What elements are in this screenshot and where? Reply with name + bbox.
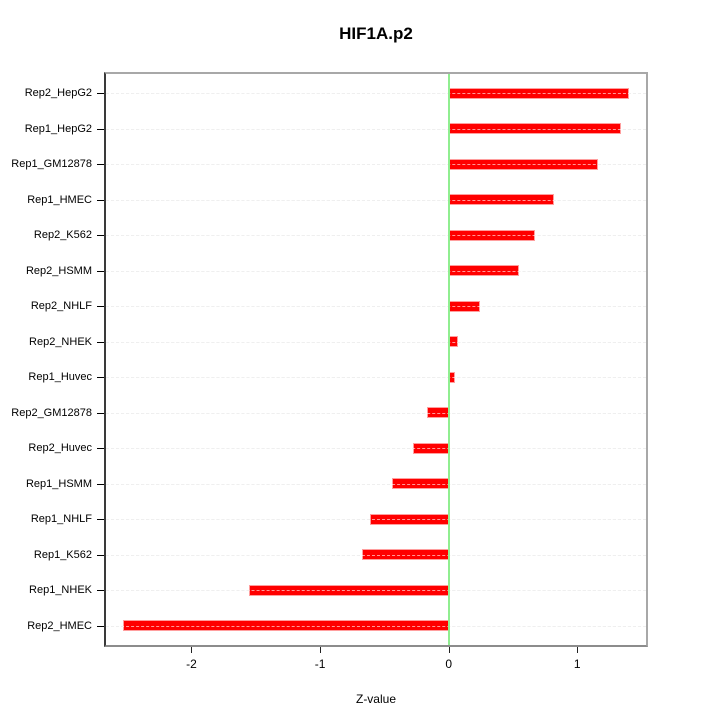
category-label-Rep2_HMEC: Rep2_HMEC xyxy=(27,619,92,632)
y-tick xyxy=(97,377,104,378)
gridline-overlay xyxy=(106,306,646,307)
y-tick xyxy=(97,164,104,165)
y-tick xyxy=(97,519,104,520)
category-label-Rep1_NHLF: Rep1_NHLF xyxy=(30,513,92,525)
gridline-overlay xyxy=(106,554,646,556)
y-tick xyxy=(97,199,104,201)
gridline-overlay xyxy=(106,235,646,236)
y-tick xyxy=(97,128,104,130)
gridline-overlay xyxy=(106,590,646,591)
category-label-Rep2_HepG2: Rep2_HepG2 xyxy=(24,87,92,99)
category-label-Rep2_HSMM: Rep2_HSMM xyxy=(25,264,92,277)
gridline-overlay xyxy=(106,412,646,414)
x-tick xyxy=(577,647,579,653)
x-tick xyxy=(320,647,322,653)
y-tick xyxy=(97,590,104,591)
y-tick xyxy=(97,448,104,449)
x-tick-label: -1 xyxy=(314,657,326,671)
chart-title: HIF1A.p2 xyxy=(339,24,413,43)
category-label-Rep1_Huvec: Rep1_Huvec xyxy=(28,371,92,383)
x-tick-label: -2 xyxy=(186,657,197,671)
y-tick xyxy=(97,341,104,343)
category-label-Rep2_GM12878: Rep2_GM12878 xyxy=(11,406,92,419)
category-label-Rep1_HSMM: Rep1_HSMM xyxy=(25,477,92,490)
category-label-Rep1_HMEC: Rep1_HMEC xyxy=(27,193,92,206)
gridline-overlay xyxy=(106,377,646,378)
gridline-overlay xyxy=(106,199,646,201)
x-tick-label: 1 xyxy=(573,657,581,671)
x-axis-title: Z-value xyxy=(355,692,396,706)
y-tick xyxy=(97,270,104,272)
gridline-overlay xyxy=(106,93,646,94)
gridline-overlay xyxy=(106,270,646,272)
y-tick xyxy=(97,554,104,556)
zero-reference-line xyxy=(447,74,450,645)
gridline-overlay xyxy=(106,625,646,627)
plot-area xyxy=(104,72,648,647)
category-label-Rep1_NHEK: Rep1_NHEK xyxy=(29,584,92,596)
category-label-Rep2_NHLF: Rep2_NHLF xyxy=(30,300,92,312)
gridline-overlay xyxy=(106,483,646,485)
category-label-Rep1_K562: Rep1_K562 xyxy=(33,548,92,561)
gridline-overlay xyxy=(106,519,646,520)
category-label-Rep1_HepG2: Rep1_HepG2 xyxy=(24,122,92,135)
gridline-overlay xyxy=(106,341,646,343)
x-tick xyxy=(191,647,193,653)
y-tick xyxy=(97,483,104,485)
y-tick xyxy=(97,412,104,414)
y-tick xyxy=(97,93,104,94)
x-tick-label: 0 xyxy=(445,657,452,671)
category-label-Rep2_NHEK: Rep2_NHEK xyxy=(29,335,92,348)
x-tick xyxy=(448,647,450,653)
category-label-Rep1_GM12878: Rep1_GM12878 xyxy=(11,158,92,170)
gridline-overlay xyxy=(106,164,646,165)
category-label-Rep2_K562: Rep2_K562 xyxy=(33,229,92,241)
category-label-Rep2_Huvec: Rep2_Huvec xyxy=(28,442,92,454)
y-tick xyxy=(97,235,104,236)
y-tick xyxy=(97,625,104,627)
gridline-overlay xyxy=(106,128,646,130)
gridline-overlay xyxy=(106,448,646,449)
y-tick xyxy=(97,306,104,307)
